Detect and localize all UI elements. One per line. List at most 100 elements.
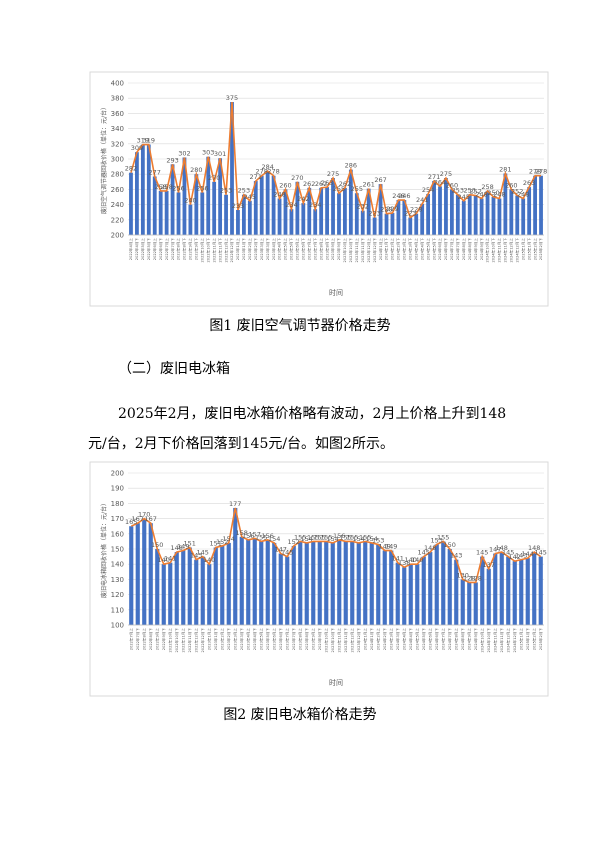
bar [473, 582, 478, 625]
x-tick-label: 2024年12月下 [514, 238, 519, 263]
bar [140, 144, 145, 235]
data-label: 270 [291, 174, 303, 182]
bar [271, 175, 276, 235]
bar [278, 553, 283, 625]
data-label: 255 [351, 185, 363, 193]
x-tick-label: 2024年4月上 [413, 238, 418, 261]
x-tick-label: 2024年5月下 [421, 628, 426, 651]
x-tick-label: 2022年12月下 [229, 238, 234, 263]
x-tick-label: 2024年6月下 [443, 238, 448, 261]
bar [485, 190, 490, 235]
x-tick-label: 2024年1月下 [384, 238, 389, 261]
bar [265, 539, 270, 625]
data-label: 270 [208, 174, 220, 182]
x-tick-label: 2024年5月上 [425, 238, 430, 261]
bar [438, 186, 442, 235]
x-tick-label: 2023年3月上 [259, 238, 264, 261]
data-label: 242 [297, 195, 309, 203]
x-tick-label: 2024年7月下 [455, 238, 460, 261]
bar [366, 188, 371, 235]
x-tick-label: 2023年5月上 [258, 628, 263, 651]
x-tick-label: 2022年5月上 [140, 238, 145, 261]
x-tick-label: 2025年1月上 [518, 628, 523, 651]
bar [525, 558, 530, 625]
bar [444, 178, 448, 235]
x-axis-title: 时间 [329, 288, 343, 297]
bar [414, 213, 419, 235]
y-tick-label: 130 [111, 576, 124, 584]
x-tick-label: 2022年12月下 [200, 628, 205, 653]
bar [174, 552, 179, 625]
bar [194, 559, 199, 625]
x-tick-label: 2023年7月下 [312, 238, 317, 261]
x-tick-label: 2024年3月下 [407, 238, 412, 261]
x-tick-label: 2024年11月上 [492, 628, 497, 653]
data-label: 147 [275, 546, 287, 554]
bar [207, 564, 212, 625]
data-label: 155 [340, 533, 352, 541]
x-tick-label: 2023年1月上 [206, 628, 211, 651]
data-label: 240 [184, 197, 196, 205]
data-label: 277 [149, 168, 161, 176]
bar [181, 550, 186, 625]
caption: 图1 废旧空气调节器价格走势 [209, 318, 390, 334]
data-label: 154 [223, 535, 235, 543]
x-tick-label: 2025年2月下 [538, 238, 543, 261]
bar [168, 562, 173, 625]
bar [337, 193, 341, 235]
bar [129, 526, 134, 625]
y-tick-label: 400 [111, 80, 124, 88]
bar [454, 559, 459, 625]
data-label: 148 [496, 544, 508, 552]
line [130, 507, 542, 584]
x-tick-label: 2022年11月上 [180, 628, 185, 653]
data-label: 255 [333, 185, 345, 193]
y-tick-label: 120 [111, 591, 124, 599]
bar [259, 541, 264, 625]
bar [200, 192, 205, 235]
x-tick-label: 2024年3月下 [395, 628, 400, 651]
bar [491, 197, 496, 235]
data-label: 252 [469, 187, 481, 195]
data-label: 258 [160, 183, 172, 191]
bar [330, 542, 335, 625]
bar [402, 200, 407, 235]
data-label: 128 [463, 574, 475, 582]
x-tick-label: 2022年7月上 [164, 238, 169, 261]
data-label: 155 [314, 533, 326, 541]
x-tick-label: 2024年10月上 [485, 238, 490, 263]
bar [220, 545, 225, 625]
y-axis-title: 废旧电冰箱回收价格（单位：元/台） [100, 500, 108, 598]
y-tick-label: 100 [111, 622, 124, 630]
bar [230, 102, 234, 235]
data-label: 155 [359, 533, 371, 541]
data-label: 284 [261, 163, 273, 171]
data-label: 248 [517, 191, 529, 199]
heading: （二）废旧电冰箱 [118, 361, 230, 377]
x-tick-label: 2022年8月下 [182, 238, 187, 261]
bar [129, 172, 133, 235]
data-label: 148 [424, 544, 436, 552]
y-tick-label: 300 [111, 156, 124, 164]
data-label: 260 [279, 181, 291, 189]
data-label: 275 [327, 170, 339, 178]
data-label: 156 [262, 532, 274, 540]
x-tick-label: 2022年5月下 [146, 238, 151, 261]
y-tick-label: 110 [111, 606, 124, 614]
x-tick-label: 2024年7月上 [449, 238, 454, 261]
x-tick-label: 2022年10月下 [205, 238, 210, 263]
x-tick-label: 2024年9月上 [473, 238, 478, 261]
bar [301, 203, 306, 235]
y-tick-label: 200 [111, 232, 124, 240]
bar [509, 189, 514, 235]
bar [213, 547, 218, 625]
x-tick-label: 2024年1月上 [362, 628, 367, 651]
data-label: 271 [428, 173, 440, 181]
x-tick-label: 2023年12月上 [366, 238, 371, 263]
data-label: 149 [385, 543, 397, 551]
data-label: 140 [405, 556, 417, 564]
bar [512, 561, 517, 625]
x-tick-label: 2023年10月下 [330, 628, 335, 653]
bar [486, 568, 491, 625]
data-label: 150 [444, 541, 456, 549]
